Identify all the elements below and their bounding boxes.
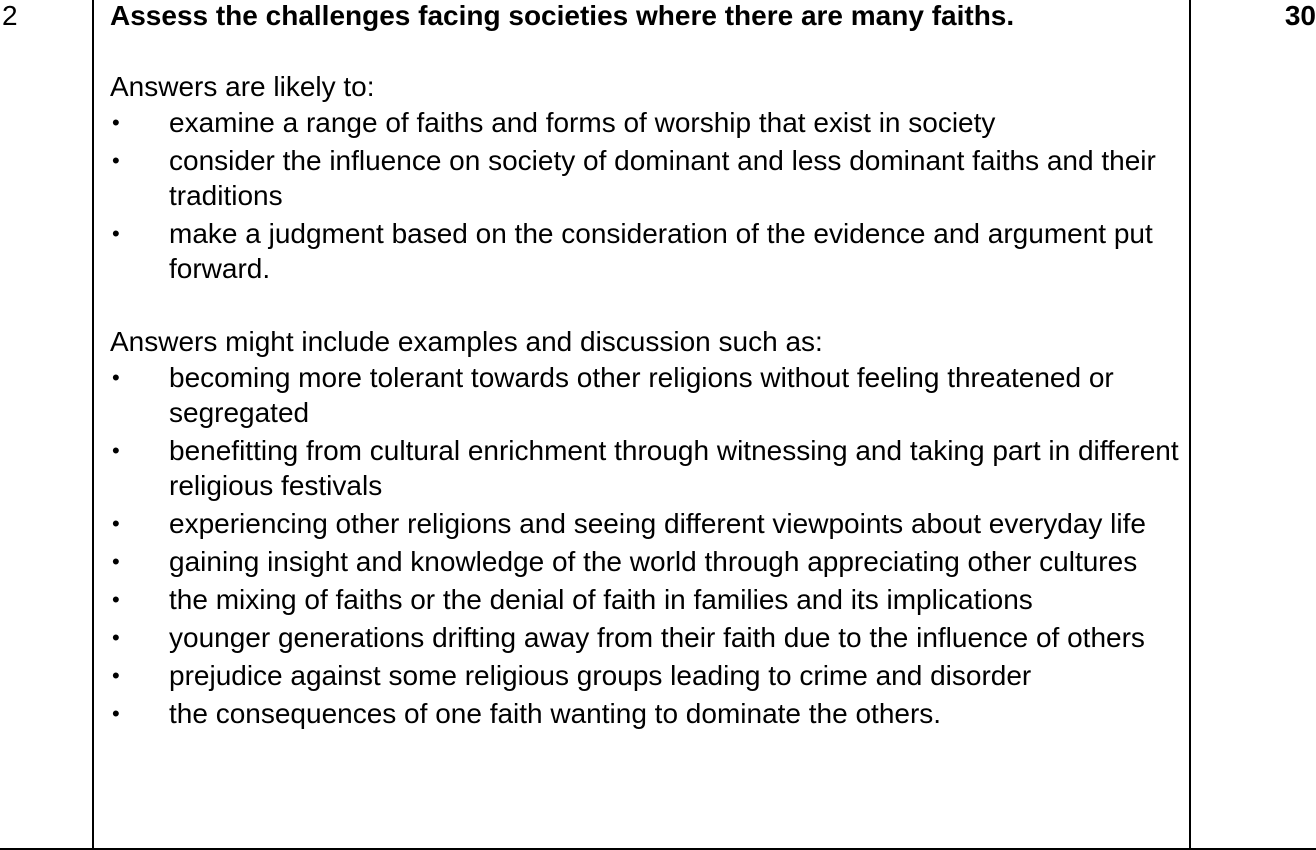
bullet-icon: • [112,511,120,536]
answer-guidance-cell: Assess the challenges facing societies w… [93,0,1191,850]
list-item: • becoming more tolerant towards other re… [112,362,1114,428]
list-item: • consider the influence on society of do… [112,145,1156,211]
list-item: • gaining insight and knowledge of the wo… [112,546,1138,577]
bullet-icon: • [112,148,120,173]
section-spacer [110,289,1179,324]
list-item: • the mixing of faiths or the denial of f… [112,584,1033,615]
question-number: 2 [2,0,18,31]
bullet-icon: • [112,221,120,246]
likely-intro: Answers are likely to: [110,71,375,102]
bullet-icon: • [112,663,120,688]
list-item: • experiencing other religions and seeing… [112,508,1146,539]
bullet-icon: • [112,701,120,726]
marks-cell: 30 [1190,0,1316,850]
bullet-icon: • [112,587,120,612]
bullet-icon: • [112,549,120,574]
might-include-intro: Answers might include examples and discu… [110,326,823,357]
likely-list: • examine a range of faiths and forms of … [110,105,1179,286]
list-item: • examine a range of faiths and forms of … [112,107,996,138]
list-item: • the consequences of one faith wanting t… [112,698,942,729]
list-item: • benefitting from cultural enrichment th… [112,435,1179,501]
bullet-icon: • [112,625,120,650]
list-item: • younger generations drifting away from … [112,622,1145,653]
list-item: • make a judgment based on the considerat… [112,218,1153,284]
might-include-list: • becoming more tolerant towards other re… [110,360,1179,731]
marks-value: 30 [1284,0,1316,31]
bullet-icon: • [112,365,120,390]
list-item: • prejudice against some religious groups… [112,660,1032,691]
bullet-icon: • [112,438,120,463]
question-text: Assess the challenges facing societies w… [110,0,1015,31]
bullet-icon: • [112,110,120,135]
question-number-cell: 2 [0,0,94,850]
